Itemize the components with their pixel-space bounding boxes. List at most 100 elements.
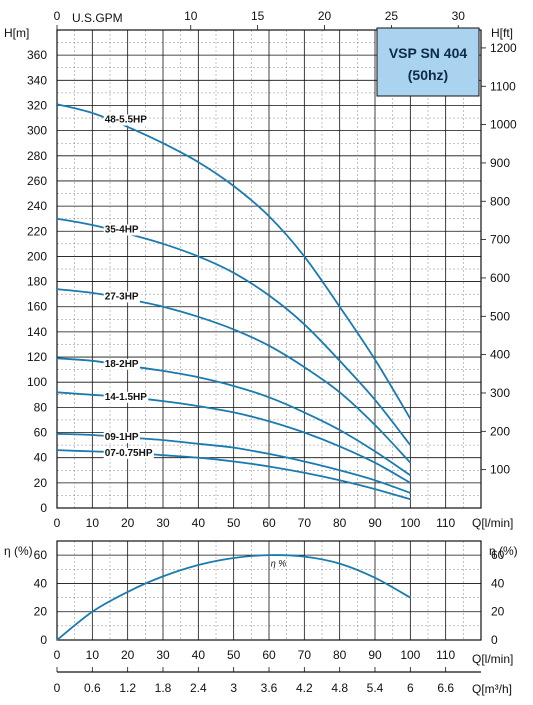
m3h-tick-label: 5.4 (367, 681, 384, 695)
ft-tick-label: 1200 (490, 41, 517, 55)
eff-x-tick-label: 40 (192, 648, 206, 662)
curve-label: 27-3HP (105, 291, 139, 302)
eff-axis-label-left: η (%) (4, 544, 33, 558)
eff-y-tick-label-right: 40 (491, 576, 505, 590)
eff-y-tick-label-left: 40 (34, 576, 48, 590)
m3h-axis-ticks: 0 0.6 1.2 1.8 2.4 3 3.6 4.2 4.8 5.4 6 6.6 (54, 667, 481, 695)
eff-x-tick-label: 90 (368, 648, 382, 662)
ft-tick-label: 300 (490, 386, 510, 400)
x-tick-label: 90 (368, 516, 382, 530)
x-axis-label-m3h: Q[m³/h] (472, 682, 512, 696)
gpm-tick-label: 0 (54, 9, 61, 23)
eff-x-tick-label: 110 (436, 648, 455, 662)
y-tick-label: 160 (27, 300, 47, 314)
y-tick-label: 40 (34, 451, 48, 465)
eff-x-tick-label: 30 (156, 648, 170, 662)
gpm-tick-label: 15 (251, 9, 265, 23)
y-tick-label: 20 (34, 476, 48, 490)
curve-label-bg (103, 224, 140, 236)
ft-tick-label: 500 (490, 309, 510, 323)
y-tick-label: 200 (27, 249, 47, 263)
eff-x-tick-label: 20 (121, 648, 135, 662)
x-tick-label: 0 (54, 516, 61, 530)
efficiency-curve-label: η % (271, 558, 287, 568)
m3h-tick-label: 6.6 (437, 681, 454, 695)
x-tick-label: 10 (86, 516, 100, 530)
head-chart-ticks: 0204060801001201401601802002202402602803… (27, 9, 517, 530)
x-tick-label: 40 (192, 516, 206, 530)
x-tick-label: 50 (227, 516, 241, 530)
head-curves: 48-5.5HP 35-4HP 27-3HP 18-2HP 14-1.5HP 09-1HP… (56, 103, 412, 501)
x-tick-label: 80 (333, 516, 347, 530)
curve-label: 35-4HP (105, 224, 139, 235)
x-tick-label: 70 (298, 516, 312, 530)
ft-tick-label: 600 (490, 271, 510, 285)
curve-label-bg (103, 291, 140, 303)
m3h-tick-label: 2.4 (190, 681, 207, 695)
eff-x-tick-label: 10 (86, 648, 100, 662)
eff-x-tick-label: 100 (400, 648, 420, 662)
x-tick-label: 100 (400, 516, 420, 530)
m3h-tick-label: 4.8 (331, 681, 348, 695)
curve-label-bg (103, 447, 154, 459)
efficiency-curve-line (56, 554, 411, 641)
eff-y-tick-label-left: 0 (40, 633, 47, 647)
eff-x-tick-label: 80 (333, 648, 347, 662)
y-tick-label: 0 (40, 501, 47, 515)
y-tick-label: 140 (27, 325, 47, 339)
y-tick-label: 360 (27, 48, 47, 62)
eff-y-tick-label-right: 60 (491, 548, 505, 562)
y-axis-label-head: H[m] (4, 26, 29, 40)
m3h-tick-label: 0.6 (84, 681, 101, 695)
ft-tick-label: 400 (490, 348, 510, 362)
legend-subtitle: (50hz) (408, 67, 448, 83)
eff-y-tick-label-left: 60 (34, 548, 48, 562)
x-tick-label: 110 (436, 516, 455, 530)
curve-label-bg (103, 391, 149, 403)
m3h-tick-label: 3.6 (261, 681, 278, 695)
top-axis-label-gpm: U.S.GPM (72, 11, 123, 25)
curve-label-bg (103, 358, 140, 370)
y-tick-label: 120 (27, 350, 47, 364)
ft-tick-label: 700 (490, 233, 510, 247)
y-tick-label: 320 (27, 98, 47, 112)
ft-tick-label: 900 (490, 156, 510, 170)
eff-x-tick-label: 70 (298, 648, 312, 662)
eff-y-tick-label-left: 20 (34, 605, 48, 619)
curve-label: 07-0.75HP (105, 448, 153, 459)
y-tick-label: 260 (27, 174, 47, 188)
y-tick-label: 240 (27, 199, 47, 213)
efficiency-curve: η % (56, 554, 411, 641)
m3h-tick-label: 1.2 (119, 681, 136, 695)
x-axis-label-lmin: Q[l/min] (472, 516, 513, 530)
curve-label: 09-1HP (105, 432, 139, 443)
y-axis-label-feet: H[ft] (491, 26, 513, 40)
legend-box-bg (376, 27, 480, 97)
ft-tick-label: 1000 (490, 118, 517, 132)
y-tick-label: 60 (34, 426, 48, 440)
gpm-tick-label: 30 (452, 9, 466, 23)
eff-x-tick-label: 50 (227, 648, 241, 662)
x-tick-label: 30 (156, 516, 170, 530)
y-tick-label: 220 (27, 224, 47, 238)
eff-x-tick-label: 0 (54, 648, 61, 662)
head-chart-frame (56, 29, 482, 509)
y-tick-label: 280 (27, 149, 47, 163)
legend-title: VSP SN 404 (389, 45, 468, 61)
y-tick-label: 80 (34, 400, 48, 414)
y-tick-label: 340 (27, 73, 47, 87)
gpm-tick-label: 10 (184, 9, 198, 23)
ft-tick-label: 1100 (490, 79, 516, 93)
eff-x-axis-label-lmin: Q[l/min] (472, 652, 513, 666)
eff-y-tick-label-right: 0 (491, 633, 498, 647)
curve-label: 14-1.5HP (105, 392, 148, 403)
gpm-tick-label: 20 (318, 9, 332, 23)
gpm-tick-label: 25 (385, 9, 399, 23)
ft-tick-label: 200 (490, 424, 510, 438)
eff-axis-label-right: η (%) (489, 544, 518, 558)
m3h-tick-label: 1.8 (155, 681, 172, 695)
m3h-tick-label: 4.2 (296, 681, 313, 695)
efficiency-chart-frame (56, 540, 482, 641)
